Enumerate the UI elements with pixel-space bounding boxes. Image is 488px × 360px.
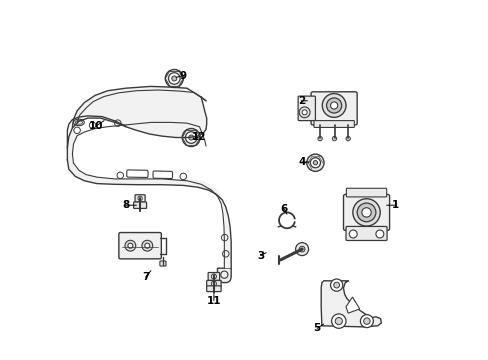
Text: 8: 8 [122,200,129,210]
Circle shape [182,129,200,147]
FancyBboxPatch shape [346,188,386,197]
Polygon shape [346,297,359,313]
Circle shape [346,136,349,141]
Circle shape [310,158,320,168]
FancyBboxPatch shape [119,233,161,259]
Circle shape [361,208,370,217]
Circle shape [333,282,339,288]
Circle shape [331,314,346,328]
Text: 11: 11 [206,296,221,306]
Circle shape [330,102,337,109]
Circle shape [165,69,183,87]
Circle shape [125,240,136,251]
Text: 5: 5 [313,323,320,333]
Circle shape [375,230,383,238]
Text: 12: 12 [192,132,206,142]
Circle shape [138,196,142,201]
Circle shape [188,135,193,140]
Text: 4: 4 [298,157,305,167]
FancyBboxPatch shape [313,121,354,127]
Circle shape [295,243,308,256]
Text: 6: 6 [280,204,287,214]
Circle shape [352,199,380,226]
FancyBboxPatch shape [135,195,145,202]
Text: 1: 1 [391,200,399,210]
Polygon shape [321,281,381,327]
Circle shape [299,246,305,252]
FancyBboxPatch shape [133,202,146,208]
Text: 10: 10 [89,121,103,131]
Circle shape [335,318,342,325]
Text: 9: 9 [180,71,186,81]
FancyBboxPatch shape [206,280,221,287]
Circle shape [127,243,133,248]
Text: 3: 3 [257,251,264,261]
Circle shape [299,107,309,118]
Text: 2: 2 [297,96,305,106]
Circle shape [144,243,149,248]
Circle shape [313,161,317,165]
Ellipse shape [73,119,84,126]
Text: 7: 7 [142,272,149,282]
Circle shape [168,73,180,84]
Circle shape [326,98,341,113]
Circle shape [332,136,336,141]
Circle shape [302,110,306,115]
Polygon shape [126,170,148,177]
FancyBboxPatch shape [206,286,221,292]
Ellipse shape [75,121,82,124]
FancyBboxPatch shape [160,261,166,266]
FancyBboxPatch shape [298,96,315,121]
Circle shape [356,203,375,222]
FancyBboxPatch shape [310,92,356,125]
Circle shape [330,279,342,291]
Circle shape [317,136,322,141]
Polygon shape [217,268,231,283]
Polygon shape [67,86,231,268]
Circle shape [348,230,356,238]
Circle shape [171,76,177,81]
Circle shape [185,132,197,143]
Circle shape [306,154,324,171]
FancyBboxPatch shape [343,194,389,230]
FancyBboxPatch shape [208,273,219,280]
Circle shape [142,240,152,251]
Circle shape [363,318,369,324]
Polygon shape [153,171,172,179]
FancyBboxPatch shape [346,226,386,240]
Circle shape [322,94,346,117]
Circle shape [360,315,373,328]
